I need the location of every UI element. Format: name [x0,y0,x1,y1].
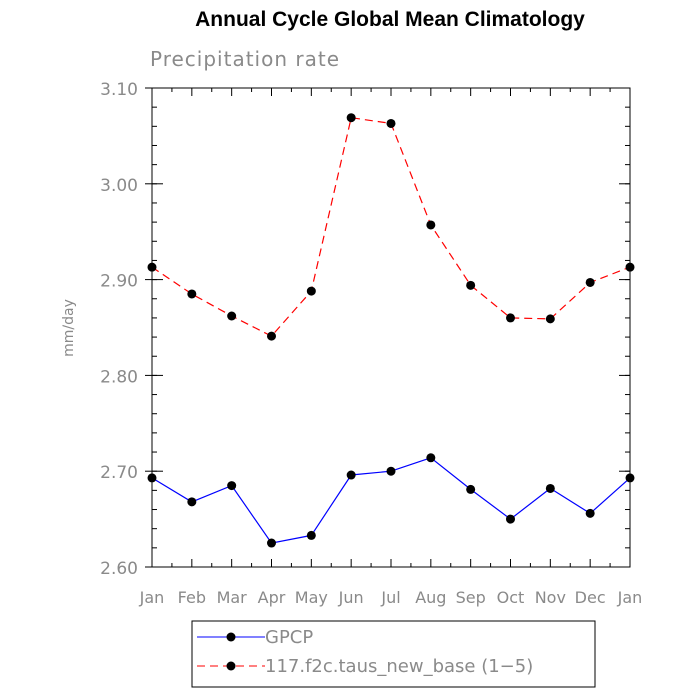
y-tick-label: 3.00 [100,176,138,196]
data-point [386,466,396,476]
data-point [346,113,356,123]
data-point [147,473,157,483]
data-point [625,262,635,272]
data-point [187,497,197,507]
data-point [466,280,476,290]
data-point [506,313,515,323]
x-tick-label: Oct [497,588,525,607]
x-tick-label: Feb [178,588,206,607]
data-point [227,311,237,321]
data-point [545,314,555,324]
legend: GPCP 117.f2c.taus_new_base (1−5) [191,620,596,688]
x-tick-label: Sep [456,588,486,607]
legend-gpcp-marker [226,632,236,642]
data-point [545,483,555,493]
data-point [187,289,197,299]
chart-title: Annual Cycle Global Mean Climatology [195,8,585,31]
data-point [306,286,316,296]
x-tick-label: Nov [535,588,566,607]
data-point [267,331,276,341]
plot-frame [151,87,631,568]
x-tick-label: Jun [338,588,364,607]
data-point [625,473,635,483]
data-point [306,530,316,540]
data-point [426,220,436,230]
data-point [386,118,396,128]
data-point [585,277,595,287]
x-tick-label: Dec [575,588,606,607]
data-point [346,470,356,480]
y-tick-label: 2.60 [100,559,138,579]
x-tick-label: Mar [217,588,248,607]
x-tick-label: May [295,588,328,607]
legend-model-marker [226,661,236,671]
y-tick-label: 2.70 [100,463,138,483]
legend-box [191,620,596,688]
x-tick-label: Aug [415,588,446,607]
x-tick-label: Jul [380,588,400,607]
legend-model-label: 117.f2c.taus_new_base (1−5) [265,656,533,677]
data-point [506,514,515,524]
legend-gpcp-label: GPCP [265,627,313,648]
data-point [267,538,276,548]
data-point [147,262,157,272]
chart-subtitle: Precipitation rate [150,47,340,71]
x-tick-label: Jan [617,588,643,607]
data-point [466,484,476,494]
x-tick-label: Jan [139,588,165,607]
series-line-1 [151,117,631,337]
data-point [585,508,595,518]
y-tick-label: 2.80 [100,367,138,387]
data-point [227,481,237,491]
y-axis-title: mm/day [61,299,77,357]
y-tick-label: 2.90 [100,272,138,292]
x-tick-label: Apr [258,588,286,607]
y-tick-label: 3.10 [100,80,138,100]
data-point [426,453,436,463]
